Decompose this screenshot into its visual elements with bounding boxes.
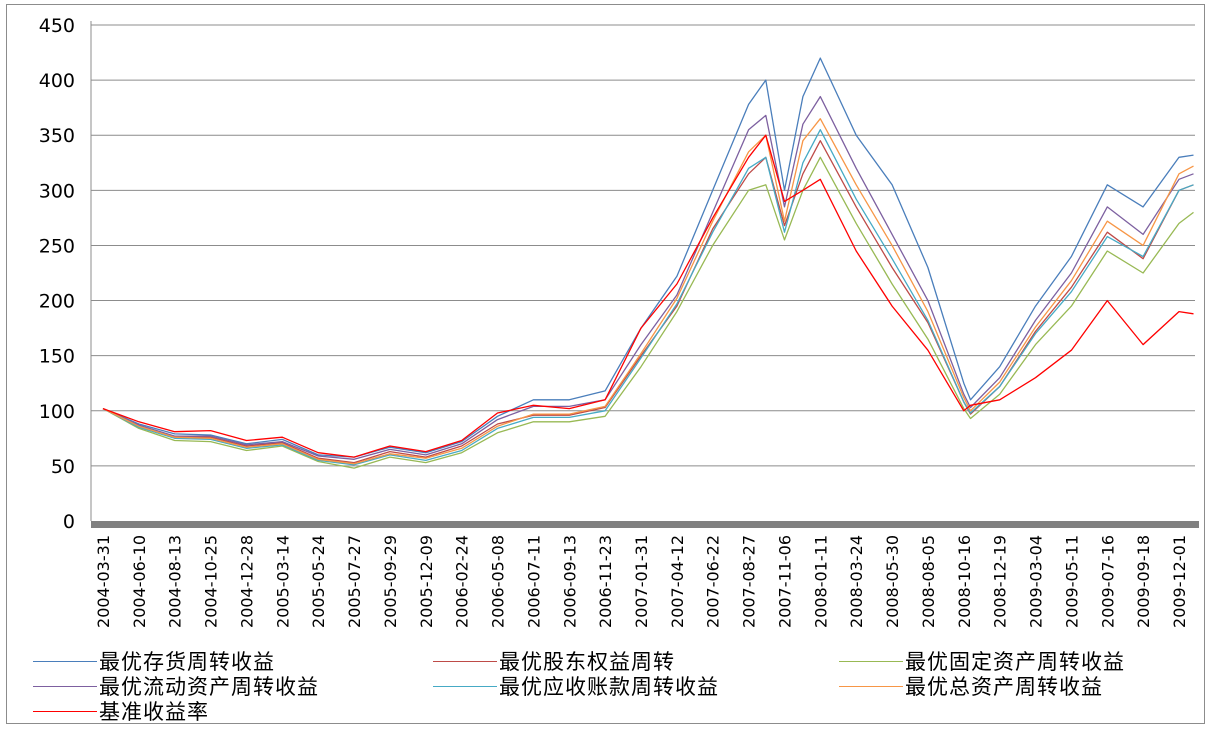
series-line-6 [102, 118, 1194, 465]
y-tick-label: 450 [39, 15, 75, 37]
y-axis-ticks: 0 50 100 150 200 250 300 350 400 450 [39, 15, 75, 533]
series-line-2 [102, 140, 1194, 464]
y-tick-label: 250 [39, 235, 75, 257]
x-tick-label: 2007-06-22 [704, 535, 723, 628]
series-line-3 [102, 156, 1194, 469]
x-tick-label: 2007-01-31 [632, 535, 651, 628]
y-tick-label: 200 [39, 291, 75, 313]
x-tick-label: 2008-01-11 [811, 535, 830, 628]
x-axis-ticks: 2004-03-31 2004-06-10 2004-08-13 2004-10-25… [94, 535, 1189, 628]
legend-item: 最优股东权益周转 [433, 649, 675, 674]
legend-swatch [33, 660, 97, 662]
series-line-1 [102, 57, 1194, 458]
x-tick-label: 2005-09-29 [381, 535, 400, 628]
x-tick-label: 2005-05-24 [309, 535, 328, 628]
legend-item: 最优存货周转收益 [33, 649, 275, 674]
legend-swatch [433, 685, 497, 687]
x-tick-label: 2006-11-23 [596, 535, 615, 628]
x-tick-label: 2004-03-31 [94, 535, 113, 628]
legend-swatch [433, 660, 497, 662]
legend-item: 最优固定资产周转收益 [839, 649, 1125, 674]
legend-swatch [33, 710, 97, 712]
legend-item: 基准收益率 [33, 699, 209, 724]
x-tick-label: 2004-06-10 [130, 535, 149, 628]
legend-swatch [839, 660, 903, 662]
legend-label: 最优流动资产周转收益 [99, 675, 319, 699]
x-tick-label: 2009-09-18 [1134, 535, 1153, 628]
x-tick-label: 2007-08-27 [740, 535, 759, 628]
x-tick-label: 2009-05-11 [1062, 535, 1081, 628]
x-tick-label: 2009-03-04 [1027, 535, 1046, 628]
y-tick-label: 400 [39, 70, 75, 92]
x-tick-label: 2004-10-25 [202, 535, 221, 628]
x-tick-label: 2008-03-24 [847, 535, 866, 628]
series-line-5 [102, 129, 1194, 466]
x-axis-bar [91, 521, 1199, 528]
legend-item: 最优应收账款周转收益 [433, 674, 719, 699]
y-tick-label: 50 [51, 456, 75, 478]
series-lines [102, 57, 1194, 469]
y-tick-label: 350 [39, 125, 75, 147]
x-tick-label: 2008-08-05 [919, 535, 938, 628]
x-tick-label: 2006-02-24 [453, 535, 472, 628]
legend-swatch [33, 685, 97, 687]
legend-label: 最优固定资产周转收益 [905, 650, 1125, 674]
x-tick-label: 2005-12-09 [417, 535, 436, 628]
x-tick-label: 2009-07-16 [1098, 535, 1117, 628]
x-tick-label: 2007-04-12 [668, 535, 687, 628]
legend-item: 最优流动资产周转收益 [33, 674, 319, 699]
series-line-4 [102, 95, 1194, 460]
x-tick-label: 2008-05-30 [883, 535, 902, 628]
y-tick-label: 300 [39, 180, 75, 202]
x-tick-label: 2006-09-13 [560, 535, 579, 628]
y-tick-label: 0 [63, 511, 75, 533]
gridlines [90, 21, 1195, 521]
legend-label: 基准收益率 [99, 700, 209, 724]
y-tick-label: 100 [39, 401, 75, 423]
series-line-7 [102, 134, 1194, 458]
legend-item: 最优总资产周转收益 [839, 674, 1103, 699]
legend-label: 最优存货周转收益 [99, 650, 275, 674]
y-tick-label: 150 [39, 346, 75, 368]
legend-swatch [839, 685, 903, 687]
x-tick-label: 2008-12-19 [991, 535, 1010, 628]
legend-label: 最优股东权益周转 [499, 650, 675, 674]
x-tick-label: 2005-03-14 [273, 535, 292, 628]
x-tick-label: 2009-12-01 [1170, 535, 1189, 628]
chart-frame: 0 50 100 150 200 250 300 350 400 450 2004-03-31 20… [6, 4, 1205, 724]
legend-label: 最优应收账款周转收益 [499, 675, 719, 699]
x-tick-label: 2006-07-11 [524, 535, 543, 628]
x-tick-label: 2005-07-27 [345, 535, 364, 628]
x-tick-label: 2004-12-28 [238, 535, 257, 628]
legend-label: 最优总资产周转收益 [905, 675, 1103, 699]
x-axis [91, 521, 1199, 528]
x-tick-label: 2006-05-08 [489, 535, 508, 628]
x-tick-label: 2004-08-13 [166, 535, 185, 628]
x-tick-label: 2008-10-16 [955, 535, 974, 628]
x-tick-label: 2007-11-06 [776, 535, 795, 628]
